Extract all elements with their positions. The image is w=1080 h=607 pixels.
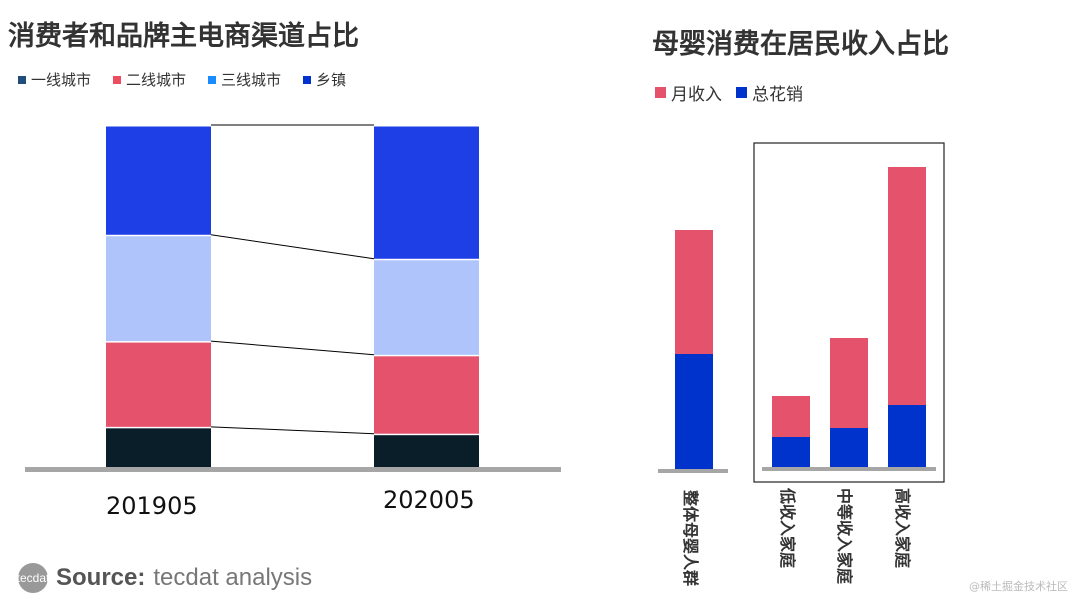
bar-segment	[106, 428, 211, 468]
legend-item: 二线城市	[113, 69, 186, 90]
legend-label: 乡镇	[316, 71, 347, 89]
left-chart-title: 消费者和品牌主电商渠道占比	[8, 21, 359, 52]
legend-item: 月收入	[655, 80, 722, 105]
source-note: tecdat Source: tecdat analysis	[17, 563, 313, 593]
legend-swatch	[303, 75, 312, 84]
bar-segment	[106, 126, 211, 235]
x-axis-baseline	[25, 467, 561, 472]
connector-line	[210, 234, 375, 260]
bar	[888, 405, 926, 470]
watermark: @稀土掘金技术社区	[969, 580, 1068, 593]
right-chart-title: 母婴消费在居民收入占比	[652, 29, 949, 60]
legend-swatch	[113, 75, 122, 84]
bar	[772, 437, 810, 470]
bar	[830, 428, 868, 470]
bar-segment	[106, 236, 211, 342]
x-tick-label: 中等收入家庭	[835, 488, 854, 585]
legend-label: 二线城市	[126, 71, 187, 89]
highlight-box	[753, 142, 945, 483]
legend-label: 一线城市	[31, 71, 92, 89]
legend-label: 三线城市	[221, 71, 282, 89]
source-label: Source:	[56, 564, 146, 591]
bar-segment	[374, 260, 479, 355]
x-tick-label: 低收入家庭	[778, 488, 797, 569]
x-tick-label: 202005	[383, 486, 475, 514]
bar-segment	[374, 356, 479, 434]
legend-item: 乡镇	[303, 69, 346, 90]
legend-swatch	[655, 87, 666, 98]
x-tick-label: 201905	[106, 492, 198, 520]
legend-label: 总花销	[752, 85, 803, 105]
bar-segment	[374, 126, 479, 259]
bar	[675, 354, 713, 470]
bar-segment	[374, 435, 479, 468]
legend-item: 总花销	[736, 80, 803, 105]
x-axis-baseline	[658, 469, 728, 473]
legend-swatch	[208, 75, 217, 84]
connector-line	[210, 426, 375, 435]
legend-label: 月收入	[671, 85, 722, 105]
x-tick-label: 高收入家庭	[893, 488, 912, 569]
right-legend: 月收入 总花销	[655, 80, 803, 105]
source-text: tecdat analysis	[153, 564, 313, 591]
left-legend: 一线城市 二线城市 三线城市 乡镇	[18, 69, 346, 90]
legend-item: 一线城市	[18, 69, 91, 90]
bar-segment	[106, 342, 211, 427]
legend-item: 三线城市	[208, 69, 281, 90]
x-axis-baseline	[762, 467, 936, 471]
tecdat-logo: tecdat	[17, 563, 49, 593]
legend-swatch	[736, 87, 747, 98]
x-tick-label: 整体母婴人群	[681, 490, 700, 587]
connector-line	[210, 340, 375, 356]
legend-swatch	[18, 75, 26, 84]
